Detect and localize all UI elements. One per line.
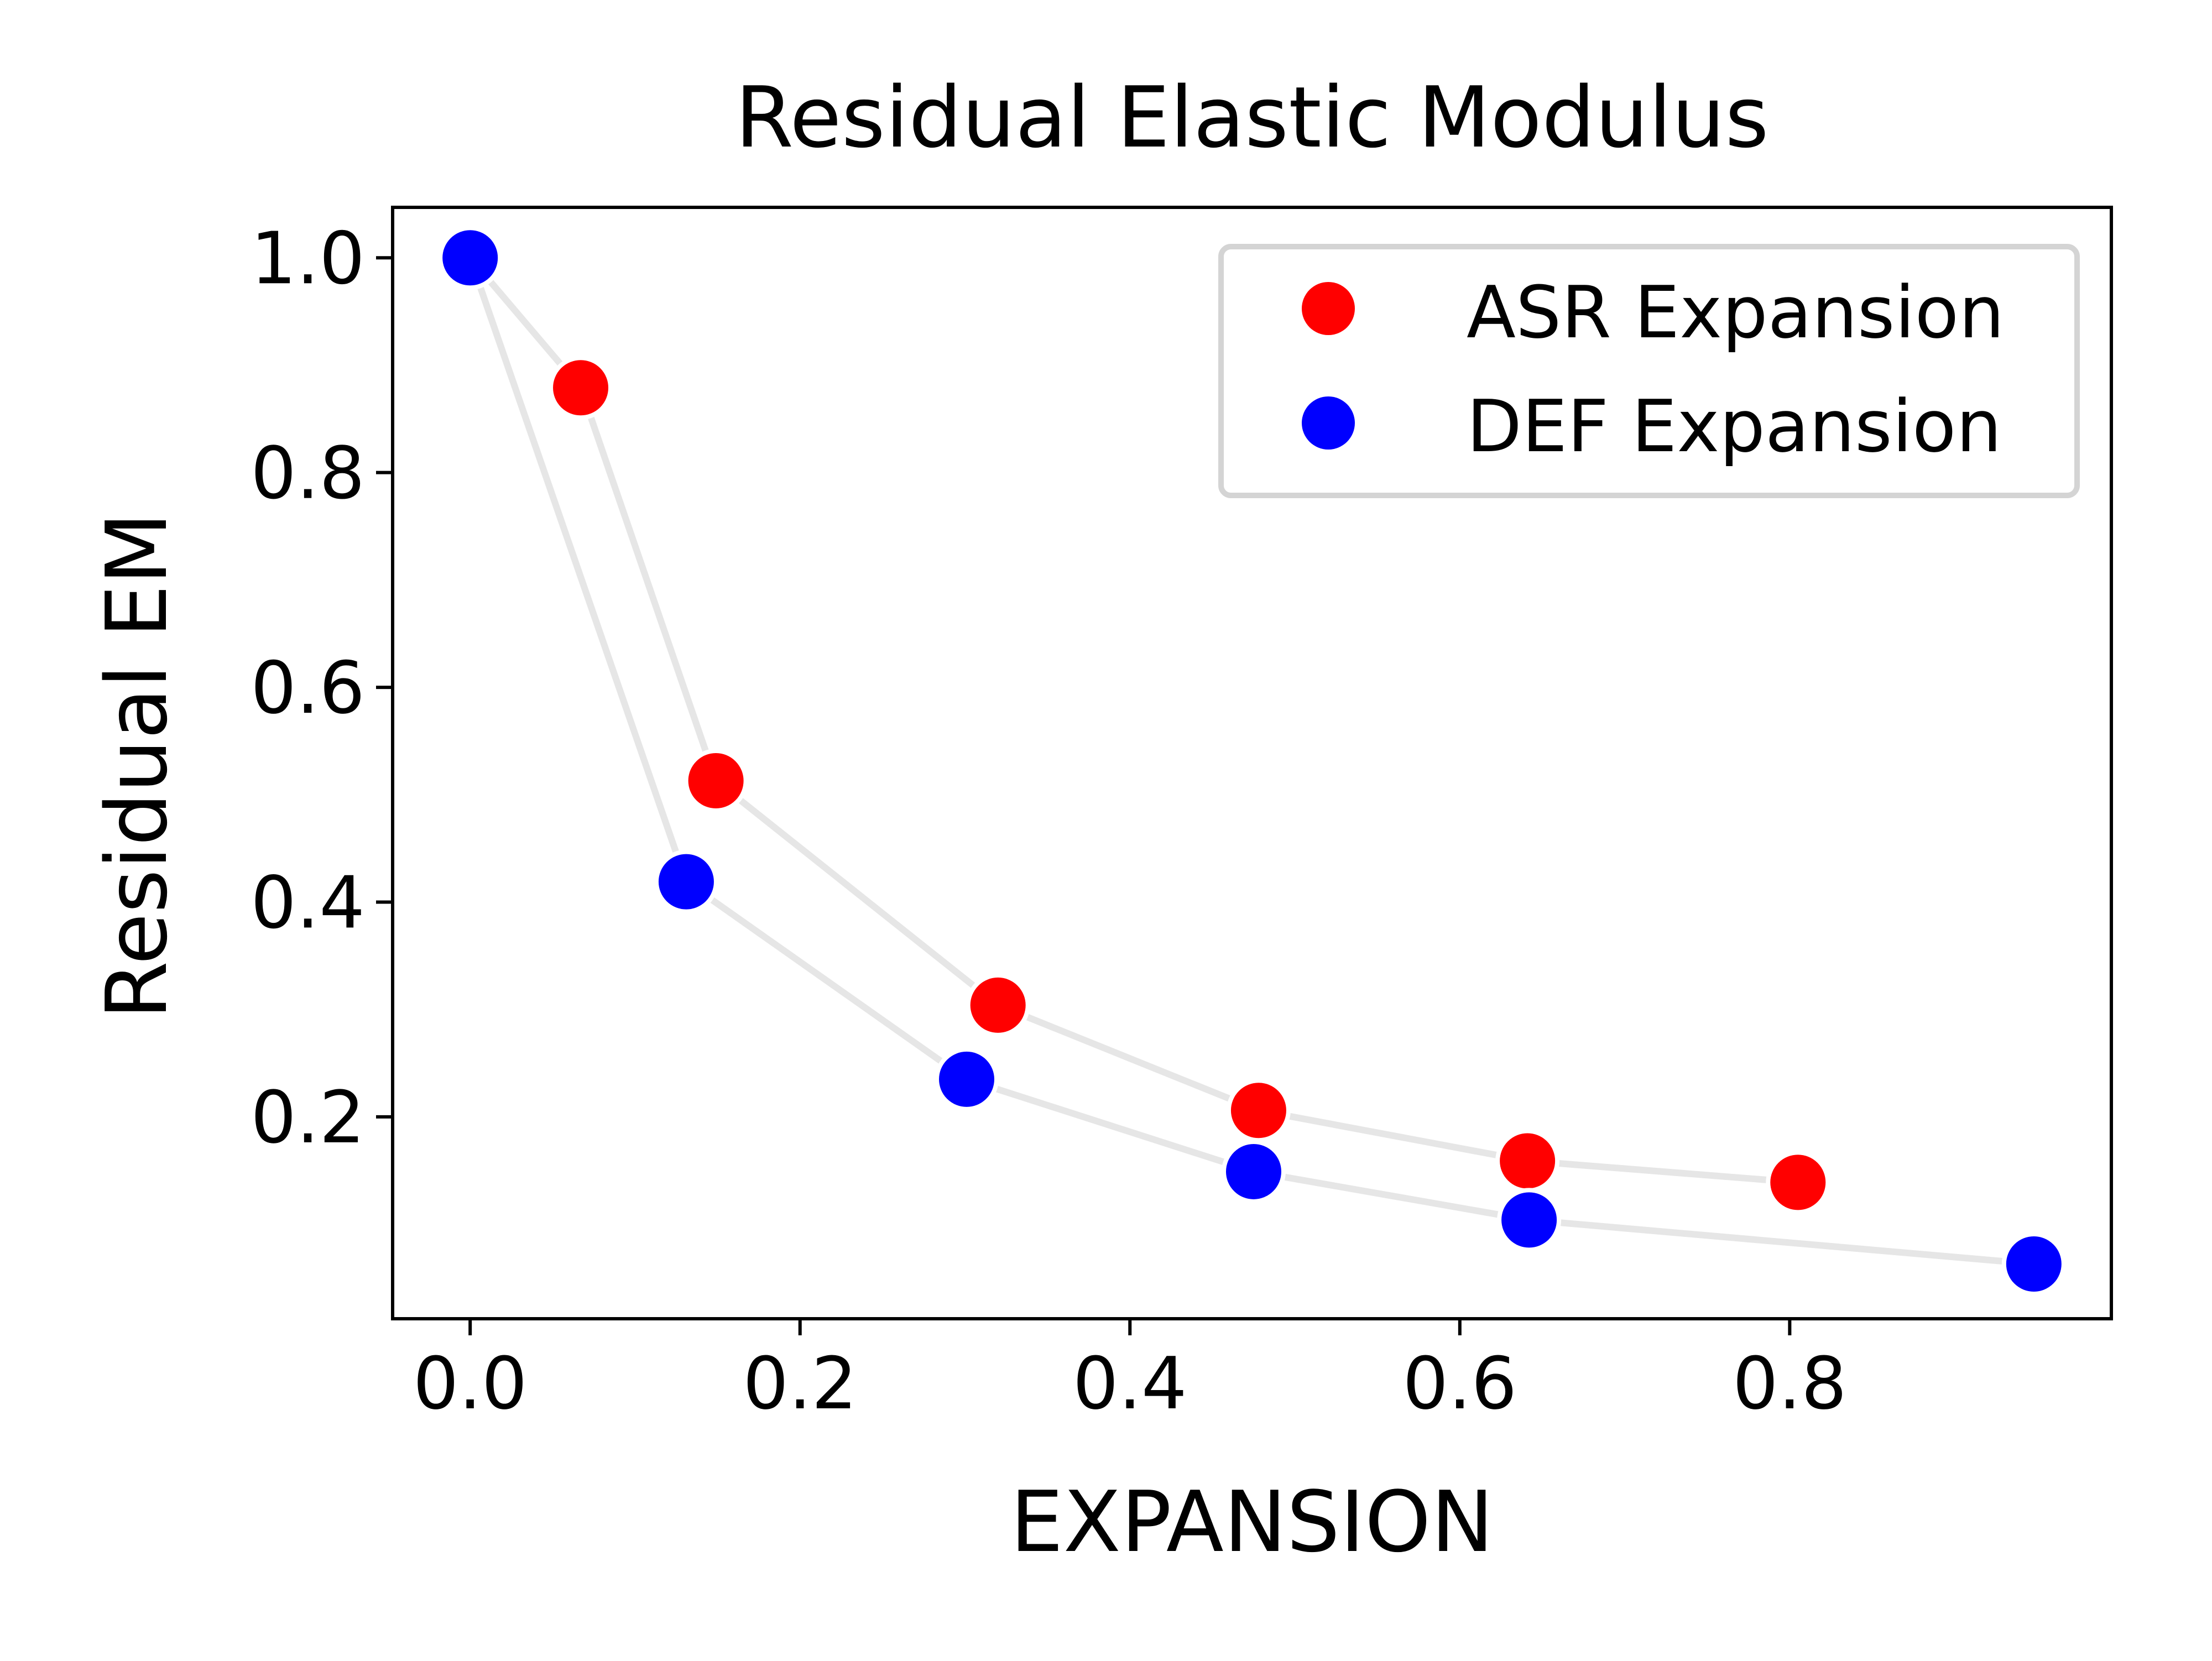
x-tick-label: 0.0 [413, 1341, 528, 1425]
y-tick-label: 0.4 [251, 860, 365, 944]
def-data-point [934, 1047, 999, 1111]
legend-label-def: DEF Expansion [1467, 384, 2002, 468]
y-tick-label: 0.8 [251, 431, 365, 515]
asr-data-point [684, 749, 748, 813]
asr-data-point [549, 356, 613, 420]
def-data-point [654, 849, 718, 914]
chart-title: Residual Elastic Modulus [735, 69, 1768, 166]
asr-data-point [966, 973, 1030, 1037]
legend: ASR Expansion DEF Expansion [1218, 244, 2080, 498]
asr-data-point [1495, 1129, 1560, 1193]
plot-frame [391, 206, 2113, 1320]
legend-marker-def [1302, 396, 1355, 450]
y-tick-label: 0.2 [251, 1075, 365, 1159]
legend-frame [1218, 244, 2080, 498]
def-data-point [438, 226, 503, 290]
asr-data-point [1766, 1150, 1830, 1215]
y-axis-label: Residual EM [88, 512, 186, 1019]
asr-data-point [1226, 1078, 1291, 1143]
x-tick-label: 0.4 [1073, 1341, 1187, 1425]
x-axis-label: EXPANSION [1010, 1473, 1494, 1571]
def-data-point [1497, 1188, 1562, 1252]
x-tick-label: 0.8 [1733, 1341, 1847, 1425]
x-tick-label: 0.6 [1402, 1341, 1517, 1425]
legend-marker-asr [1302, 282, 1355, 335]
y-tick-label: 1.0 [251, 216, 365, 300]
x-tick-label: 0.2 [743, 1341, 857, 1425]
def-data-point [1221, 1139, 1286, 1204]
data-points [438, 226, 2066, 1296]
def-data-point [2001, 1231, 2066, 1296]
axes: 0.0 0.2 0.4 0.6 0.8 0.2 0.4 0.6 0.8 1.0 [251, 206, 2113, 1425]
series-connector-line [467, 257, 2034, 1267]
y-tick-label: 0.6 [251, 646, 365, 730]
legend-label-asr: ASR Expansion [1467, 270, 2005, 354]
